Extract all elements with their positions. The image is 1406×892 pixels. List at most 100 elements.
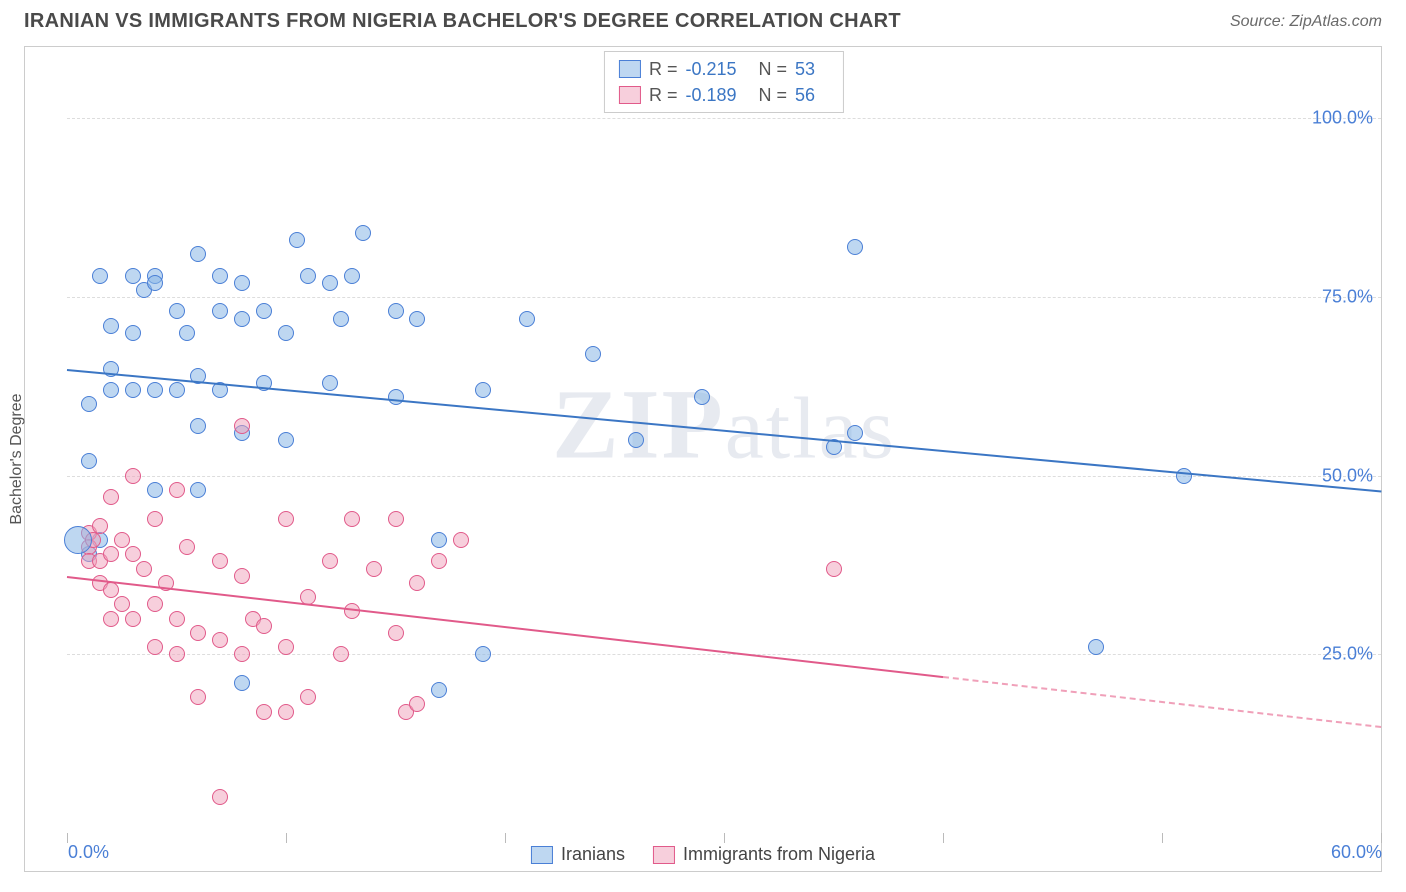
data-point [103, 382, 119, 398]
data-point [431, 553, 447, 569]
data-point [103, 318, 119, 334]
plot-area: ZIPatlas R = -0.215 N = 53 R = -0.189 N … [67, 47, 1381, 833]
data-point [212, 632, 228, 648]
correlation-legend: R = -0.215 N = 53 R = -0.189 N = 56 [604, 51, 844, 113]
data-point [147, 382, 163, 398]
gridline [67, 654, 1381, 655]
legend-row-pink: R = -0.189 N = 56 [619, 82, 829, 108]
data-point [169, 646, 185, 662]
r-label: R = [649, 82, 678, 108]
data-point [125, 546, 141, 562]
data-point [212, 303, 228, 319]
n-label: N = [759, 56, 788, 82]
series-legend: Iranians Immigrants from Nigeria [531, 844, 875, 865]
gridline [67, 297, 1381, 298]
data-point [333, 646, 349, 662]
data-point [453, 532, 469, 548]
data-point [585, 346, 601, 362]
data-point [169, 482, 185, 498]
data-point [234, 646, 250, 662]
data-point [278, 639, 294, 655]
swatch-pink [619, 86, 641, 104]
data-point [92, 268, 108, 284]
data-point [847, 425, 863, 441]
data-point [234, 418, 250, 434]
data-point [190, 689, 206, 705]
data-point [431, 532, 447, 548]
data-point [147, 511, 163, 527]
data-point [234, 311, 250, 327]
data-point [278, 432, 294, 448]
chart-container: Bachelor's Degree ZIPatlas R = -0.215 N … [24, 46, 1382, 872]
data-point [256, 704, 272, 720]
data-point [826, 561, 842, 577]
data-point [278, 704, 294, 720]
data-point [519, 311, 535, 327]
data-point [103, 611, 119, 627]
data-point [114, 532, 130, 548]
data-point [169, 382, 185, 398]
data-point [147, 275, 163, 291]
xtick [943, 833, 944, 843]
data-point [234, 568, 250, 584]
data-point [322, 275, 338, 291]
data-point [169, 611, 185, 627]
data-point [1176, 468, 1192, 484]
data-point [694, 389, 710, 405]
data-point [190, 246, 206, 262]
trend-line [943, 676, 1381, 728]
n-value-pink: 56 [795, 82, 815, 108]
data-point [64, 526, 92, 554]
data-point [190, 482, 206, 498]
data-point [300, 689, 316, 705]
data-point [431, 682, 447, 698]
data-point [114, 596, 130, 612]
n-value-blue: 53 [795, 56, 815, 82]
swatch-pink [653, 846, 675, 864]
legend-item-nigeria: Immigrants from Nigeria [653, 844, 875, 865]
data-point [136, 561, 152, 577]
swatch-blue [531, 846, 553, 864]
xtick-label: 0.0% [68, 842, 109, 863]
legend-item-iranians: Iranians [531, 844, 625, 865]
r-value-pink: -0.189 [685, 82, 736, 108]
data-point [1088, 639, 1104, 655]
data-point [300, 268, 316, 284]
legend-row-blue: R = -0.215 N = 53 [619, 56, 829, 82]
data-point [147, 639, 163, 655]
data-point [234, 275, 250, 291]
data-point [179, 539, 195, 555]
data-point [125, 611, 141, 627]
ytick-label: 25.0% [1322, 644, 1373, 665]
data-point [179, 325, 195, 341]
data-point [322, 553, 338, 569]
r-label: R = [649, 56, 678, 82]
data-point [409, 696, 425, 712]
xtick [505, 833, 506, 843]
data-point [103, 582, 119, 598]
xtick [724, 833, 725, 843]
data-point [278, 325, 294, 341]
data-point [212, 789, 228, 805]
data-point [344, 268, 360, 284]
data-point [147, 596, 163, 612]
data-point [344, 603, 360, 619]
data-point [212, 553, 228, 569]
data-point [125, 268, 141, 284]
data-point [388, 389, 404, 405]
data-point [355, 225, 371, 241]
data-point [92, 518, 108, 534]
ytick-label: 100.0% [1312, 108, 1373, 129]
xtick [286, 833, 287, 843]
data-point [322, 375, 338, 391]
data-point [333, 311, 349, 327]
data-point [81, 396, 97, 412]
data-point [289, 232, 305, 248]
data-point [388, 511, 404, 527]
data-point [103, 546, 119, 562]
data-point [628, 432, 644, 448]
data-point [125, 382, 141, 398]
data-point [475, 646, 491, 662]
data-point [169, 303, 185, 319]
xtick [1162, 833, 1163, 843]
